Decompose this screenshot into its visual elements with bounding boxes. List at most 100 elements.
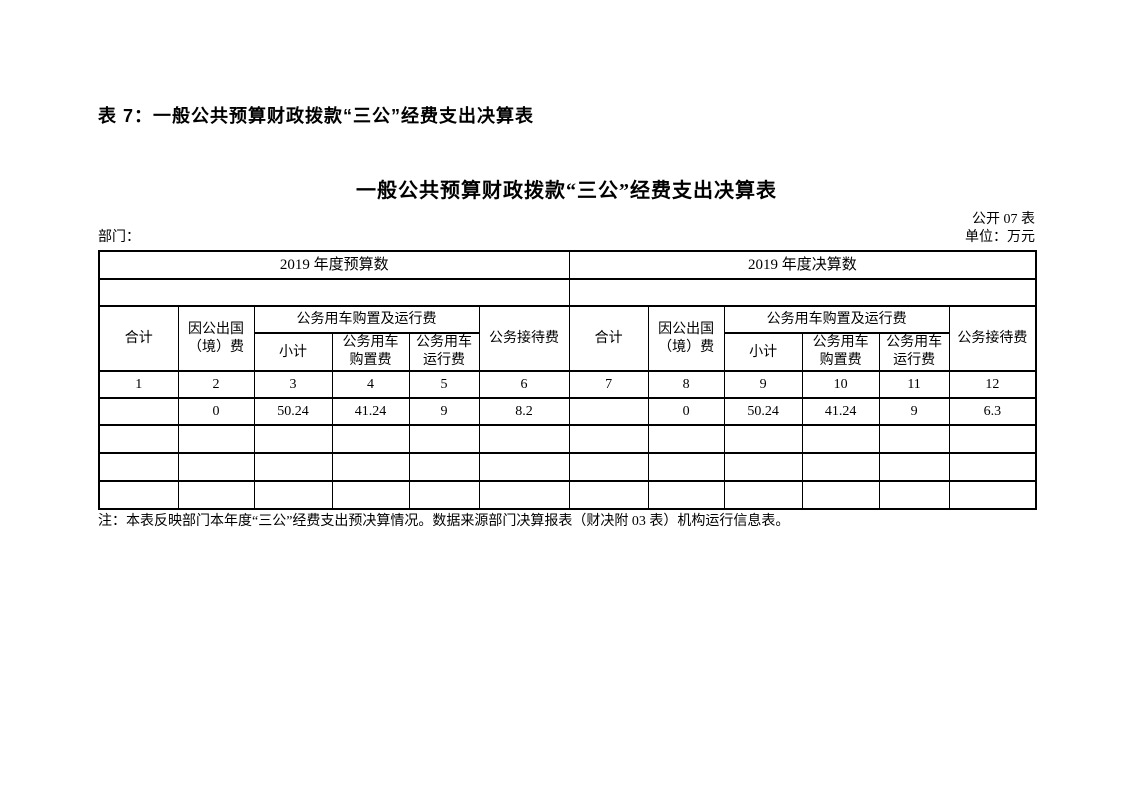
empty-cell — [568, 480, 649, 510]
header-abroad-line1: 因公出国 — [658, 321, 715, 337]
empty-cell — [723, 480, 803, 510]
data-cell-subtotal-final: 50.24 — [723, 397, 803, 426]
empty-cell — [177, 480, 255, 510]
empty-row — [98, 452, 1037, 482]
empty-cell — [568, 424, 649, 454]
header-operation-line2: 运行费 — [423, 353, 465, 368]
column-number-cell: 10 — [801, 370, 880, 399]
empty-cell — [801, 480, 880, 510]
header-abroad-line1: 因公出国 — [188, 321, 244, 337]
header-operation-line2: 运行费 — [893, 353, 936, 368]
data-cell-subtotal-budget: 50.24 — [253, 397, 333, 426]
header-subtotal-budget: 小计 — [253, 332, 333, 372]
empty-cell — [98, 480, 179, 510]
column-number-cell: 2 — [177, 370, 255, 399]
empty-cell — [878, 424, 950, 454]
empty-row — [98, 480, 1037, 510]
header-purchase-line2: 购置费 — [819, 353, 862, 368]
empty-cell — [253, 424, 333, 454]
group-header-budget: 2019 年度预算数 — [98, 250, 570, 280]
empty-cell — [948, 424, 1037, 454]
empty-cell — [478, 452, 570, 482]
header-operation-line1: 公务用车 — [886, 335, 943, 350]
group-header-row: 2019 年度预算数 2019 年度决算数 — [98, 250, 1037, 280]
empty-cell — [98, 452, 179, 482]
header-subtotal-final: 小计 — [723, 332, 803, 372]
header-operation-final: 公务用车 运行费 — [878, 332, 950, 372]
report-sheet: 一般公共预算财政拨款“三公”经费支出决算表 公开 07 表 部门： 单位：万元 … — [98, 178, 1038, 531]
data-cell-abroad-budget: 0 — [177, 397, 255, 426]
header-purchase-line2: 购置费 — [349, 353, 392, 368]
page-heading: 表 7：一般公共预算财政拨款“三公”经费支出决算表 — [98, 106, 535, 126]
spacer-cell-final — [568, 278, 1037, 307]
group-header-final: 2019 年度决算数 — [568, 250, 1037, 280]
table-title: 一般公共预算财政拨款“三公”经费支出决算表 — [356, 180, 777, 202]
column-number-cell: 12 — [948, 370, 1037, 399]
empty-cell — [647, 424, 725, 454]
data-cell-reception-final: 6.3 — [948, 397, 1037, 426]
empty-row — [98, 424, 1037, 454]
empty-cell — [177, 424, 255, 454]
column-number-cell: 4 — [331, 370, 410, 399]
header-vehicle-group-final: 公务用车购置及运行费 — [723, 305, 950, 334]
empty-cell — [331, 424, 410, 454]
column-number-cell: 6 — [478, 370, 570, 399]
data-cell-purchase-final: 41.24 — [801, 397, 880, 426]
header-total-final: 合计 — [568, 305, 649, 372]
header-reception-budget: 公务接待费 — [478, 305, 570, 372]
empty-cell — [878, 452, 950, 482]
header-row-upper: 合计 因公出国 （境）费 公务用车购置及运行费 公务接待费 合计 因公出国 （境… — [98, 305, 1037, 372]
empty-cell — [723, 452, 803, 482]
three-public-expenses-table: 2019 年度预算数 2019 年度决算数 合计 因公出国 （境）费 公务用车购… — [98, 250, 1038, 510]
header-abroad-final: 因公出国 （境）费 — [647, 305, 725, 372]
empty-cell — [948, 480, 1037, 510]
empty-cell — [647, 480, 725, 510]
empty-cell — [177, 452, 255, 482]
column-number-cell: 11 — [878, 370, 950, 399]
header-purchase-line1: 公务用车 — [342, 335, 399, 350]
header-abroad-budget: 因公出国 （境）费 — [177, 305, 255, 372]
column-number-cell: 9 — [723, 370, 803, 399]
department-label: 部门： — [98, 230, 140, 245]
spacer-row — [98, 278, 1037, 307]
header-abroad-line2: （境）费 — [658, 339, 715, 355]
empty-cell — [801, 424, 880, 454]
spacer-cell-budget — [98, 278, 570, 307]
empty-cell — [568, 452, 649, 482]
empty-cell — [408, 452, 480, 482]
header-abroad-line2: （境）费 — [188, 339, 244, 355]
empty-cell — [723, 424, 803, 454]
empty-cell — [478, 480, 570, 510]
data-cell-total-final — [568, 397, 649, 426]
empty-cell — [801, 452, 880, 482]
header-purchase-line1: 公务用车 — [812, 335, 869, 350]
data-cell-operation-final: 9 — [878, 397, 950, 426]
data-cell-reception-budget: 8.2 — [478, 397, 570, 426]
empty-cell — [253, 480, 333, 510]
data-cell-abroad-final: 0 — [647, 397, 725, 426]
column-number-row: 1 2 3 4 5 6 7 8 9 10 11 12 — [98, 370, 1037, 399]
data-cell-total-budget — [98, 397, 179, 426]
data-cell-operation-budget: 9 — [408, 397, 480, 426]
column-number-cell: 5 — [408, 370, 480, 399]
empty-cell — [478, 424, 570, 454]
empty-cell — [408, 424, 480, 454]
header-total-budget: 合计 — [98, 305, 179, 372]
header-vehicle-group-budget: 公务用车购置及运行费 — [253, 305, 480, 334]
empty-cell — [647, 452, 725, 482]
header-reception-final: 公务接待费 — [948, 305, 1037, 372]
unit-label: 单位：万元 — [965, 230, 1035, 245]
empty-cell — [878, 480, 950, 510]
table-code: 公开 07 表 — [972, 212, 1035, 227]
table-note: 注：本表反映部门本年度“三公”经费支出预决算情况。数据来源部门决算报表（财决附 … — [98, 514, 790, 529]
column-number-cell: 1 — [98, 370, 179, 399]
column-number-cell: 3 — [253, 370, 333, 399]
column-number-cell: 8 — [647, 370, 725, 399]
empty-cell — [253, 452, 333, 482]
column-number-cell: 7 — [568, 370, 649, 399]
empty-cell — [331, 480, 410, 510]
empty-cell — [98, 424, 179, 454]
header-purchase-budget: 公务用车 购置费 — [331, 332, 410, 372]
header-operation-budget: 公务用车 运行费 — [408, 332, 480, 372]
header-purchase-final: 公务用车 购置费 — [801, 332, 880, 372]
